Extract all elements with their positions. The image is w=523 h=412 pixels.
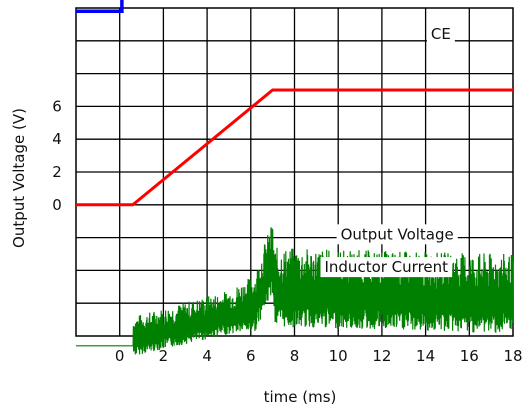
series-ce — [76, 0, 124, 14]
annotations: CE Output Voltage Inductor Current — [320, 24, 458, 278]
y-tick-label: 4 — [52, 130, 62, 148]
plot-frame — [75, 7, 514, 337]
series-output-voltage — [76, 88, 513, 207]
x-tick-label: 8 — [290, 347, 300, 365]
annotation-inductor-current: Inductor Current — [320, 257, 453, 278]
annotation-ce-text: CE — [431, 25, 451, 43]
x-axis-title: time (ms) — [264, 388, 337, 406]
x-tick-label: 16 — [460, 347, 479, 365]
annotation-output-voltage: Output Voltage — [336, 224, 458, 245]
x-tick-label: 18 — [503, 347, 522, 365]
x-tick-label: 14 — [416, 347, 435, 365]
y-tick-label: 0 — [52, 196, 62, 214]
annotation-output-voltage-text: Output Voltage — [341, 225, 454, 243]
x-tick-label: 10 — [329, 347, 348, 365]
x-tick-label: 12 — [372, 347, 391, 365]
tick-labels: 0 2 4 6 8 10 12 14 16 18 0 2 4 6 — [52, 97, 522, 365]
y-axis-title: Output Voltage (V) — [10, 108, 28, 248]
y-tick-label: 2 — [52, 163, 62, 181]
x-tick-label: 6 — [246, 347, 256, 365]
y-tick-label: 6 — [52, 97, 62, 115]
x-tick-label: 4 — [202, 347, 212, 365]
annotation-inductor-current-text: Inductor Current — [324, 258, 448, 276]
x-tick-label: 2 — [159, 347, 169, 365]
x-tick-label: 0 — [115, 347, 125, 365]
annotation-ce: CE — [426, 24, 455, 45]
